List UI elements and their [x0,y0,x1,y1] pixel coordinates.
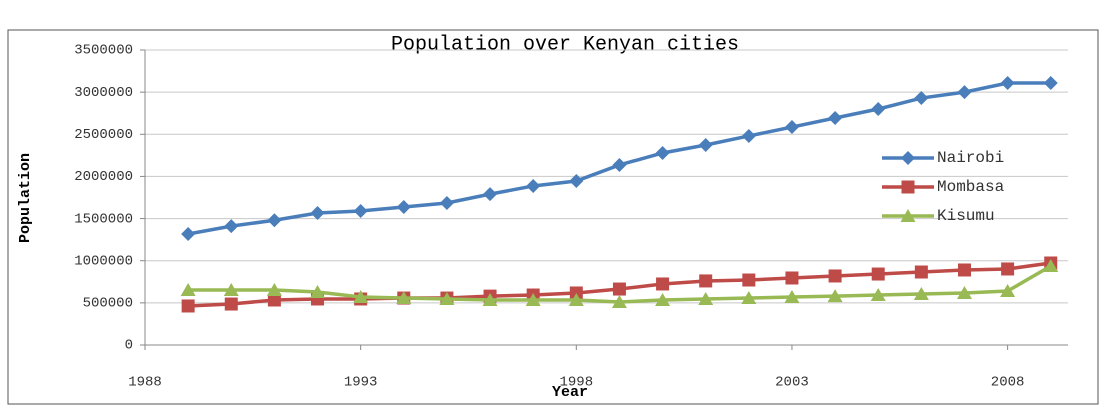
y-axis-title: Population [17,153,34,243]
marker [957,85,972,100]
y-tick-label: 500000 [83,296,133,312]
marker [828,269,842,283]
marker [871,267,885,281]
marker [871,102,886,116]
marker [612,157,627,172]
marker [568,292,584,306]
marker [828,111,843,126]
marker [901,151,915,165]
marker [914,91,929,106]
marker [655,292,671,306]
marker [569,173,584,188]
marker [699,274,713,288]
marker [310,284,326,298]
marker [1000,76,1015,91]
marker [901,180,915,194]
marker [784,289,800,303]
marker [957,263,971,277]
marker [483,187,498,202]
x-tick-label: 1993 [344,375,378,391]
marker [785,271,799,285]
y-tick-label: 3500000 [74,43,133,59]
y-tick-label: 0 [125,338,133,354]
marker [784,120,799,135]
marker [656,277,670,291]
chart-title: Population over Kenyan cities [391,33,739,56]
marker [742,273,756,287]
marker [181,226,196,241]
marker [396,200,411,215]
marker [181,299,195,313]
marker [870,288,886,302]
marker [482,292,498,306]
y-tick-label: 2000000 [74,169,133,185]
marker [913,287,929,301]
marker [267,293,281,307]
x-tick-label: 1988 [128,375,162,391]
legend-label: Kisumu [937,207,995,225]
marker [310,206,325,221]
legend-label: Nairobi [937,149,1004,167]
marker [698,137,713,152]
marker [525,292,541,306]
x-tick-label: 1998 [560,375,594,391]
marker [526,178,541,193]
y-tick-label: 3000000 [74,85,133,101]
marker [266,282,282,296]
x-tick-label: 2003 [775,375,809,391]
marker [396,291,412,305]
marker [698,291,714,305]
marker [611,295,627,309]
marker [224,297,238,311]
marker [827,289,843,303]
marker [741,128,756,143]
marker [914,265,928,279]
x-axis-title: Year [552,384,588,401]
y-tick-label: 1500000 [74,211,133,227]
marker [267,213,282,228]
marker [1043,259,1059,273]
legend-label: Mombasa [937,178,1005,196]
marker [439,195,454,210]
marker [223,282,239,296]
marker [900,209,916,222]
marker [439,291,455,305]
marker [180,282,196,296]
marker [1000,284,1016,298]
marker [655,145,670,160]
y-tick-label: 1000000 [74,253,133,269]
chart-border [7,29,1099,405]
x-tick-label: 2008 [991,375,1025,391]
marker [1043,76,1058,91]
marker [612,282,626,296]
marker [353,203,368,218]
y-tick-label: 2500000 [74,127,133,143]
marker [353,289,369,303]
marker [224,219,239,234]
marker [741,291,757,305]
marker [1001,262,1015,276]
marker [956,285,972,299]
